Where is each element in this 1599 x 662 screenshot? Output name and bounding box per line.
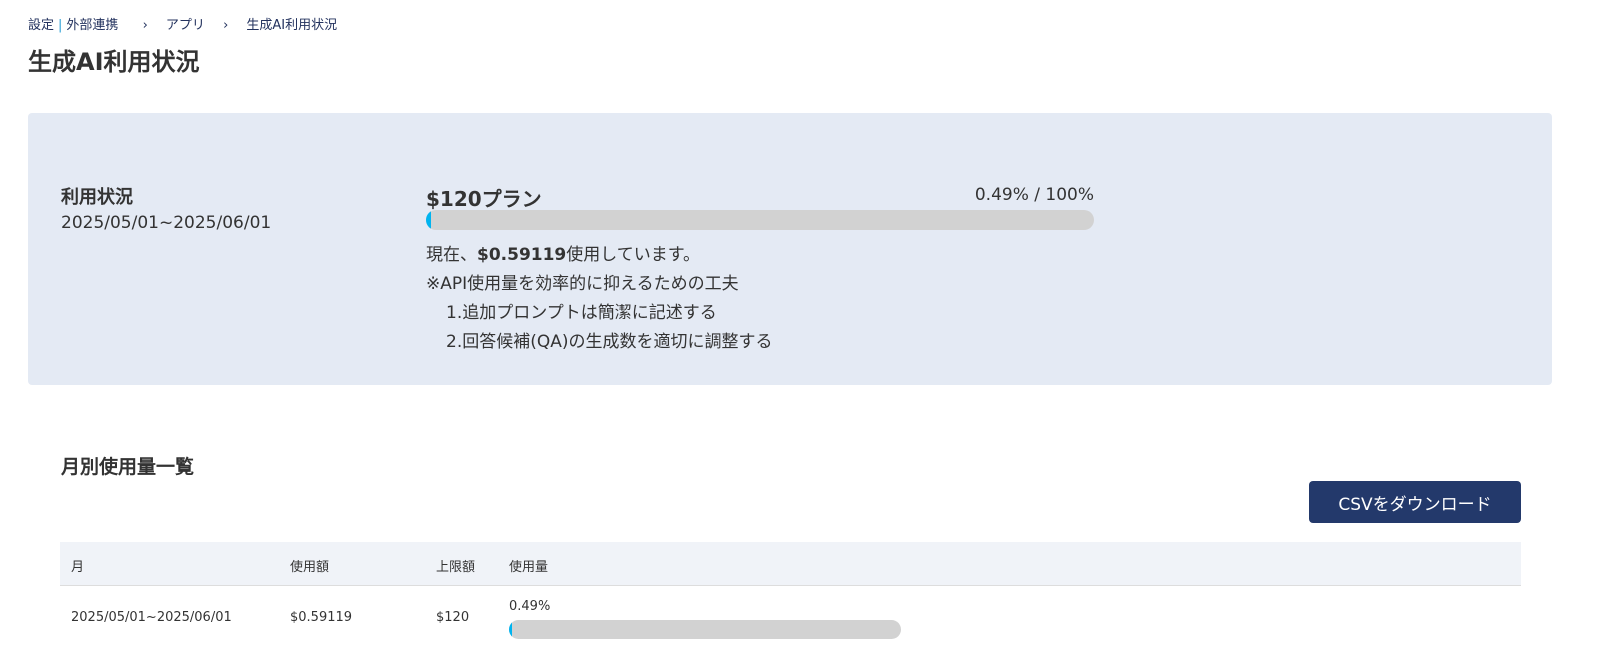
usage-period: 2025/05/01~2025/06/01	[61, 213, 272, 233]
chevron-right-icon: ›	[142, 18, 148, 33]
usage-progress-bar	[426, 210, 1094, 230]
row-usage-bar	[509, 620, 901, 639]
breadcrumb-pipe: |	[58, 18, 63, 33]
cell-limit: $120	[436, 610, 470, 625]
breadcrumb-app[interactable]: アプリ	[165, 18, 205, 33]
cell-month: 2025/05/01~2025/06/01	[71, 610, 232, 625]
col-amount: 使用額	[290, 560, 330, 575]
usage-card: 利用状況 2025/05/01~2025/06/01 $120プラン 0.49%…	[28, 113, 1552, 385]
table-header: 月 使用額 上限額 使用量	[60, 542, 1521, 586]
table-row: 2025/05/01~2025/06/01 $0.59119 $120 0.49…	[60, 586, 1521, 646]
monthly-title: 月別使用量一覧	[61, 456, 195, 478]
col-limit: 上限額	[436, 560, 476, 575]
breadcrumb-current: 生成AI利用状況	[246, 18, 338, 33]
breadcrumb-settings[interactable]: 設定 | 外部連携	[28, 18, 118, 33]
csv-download-button[interactable]: CSVをダウンロード	[1309, 481, 1521, 523]
current-amount: $0.59119	[477, 245, 567, 265]
cell-amount: $0.59119	[290, 610, 353, 625]
breadcrumb: 設定 | 外部連携 › アプリ › 生成AI利用状況	[28, 14, 351, 33]
current-suffix: 使用しています。	[566, 245, 701, 265]
usage-progress-fill	[426, 210, 432, 230]
tip-item: 2.回答候補(QA)の生成数を適切に調整する	[446, 332, 773, 352]
usage-info: 現在、$0.59119使用しています。 ※API使用量を効率的に抑えるための工夫…	[426, 241, 773, 357]
chevron-right-icon: ›	[223, 18, 229, 33]
usage-label: 利用状況	[61, 187, 133, 208]
tips-title: ※API使用量を効率的に抑えるための工夫	[426, 274, 739, 294]
col-usage: 使用量	[509, 560, 549, 575]
breadcrumb-integration[interactable]: 外部連携	[66, 18, 119, 33]
current-prefix: 現在、	[426, 245, 477, 265]
usage-percent: 0.49% / 100%	[974, 185, 1094, 205]
tip-item: 1.追加プロンプトは簡潔に記述する	[446, 303, 717, 323]
current-usage: 現在、$0.59119使用しています。	[426, 241, 773, 270]
row-usage-fill	[509, 620, 513, 639]
breadcrumb-settings-label[interactable]: 設定	[28, 18, 55, 33]
page-title: 生成AI利用状況	[28, 48, 200, 76]
plan-name: $120プラン	[426, 187, 542, 211]
col-month: 月	[71, 560, 85, 575]
cell-usage-text: 0.49%	[509, 599, 551, 614]
